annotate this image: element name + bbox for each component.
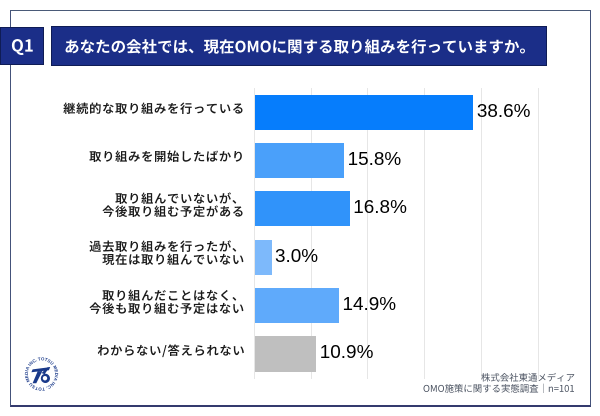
svg-text:TOTSU MEDIA INC. TOTSU MEDIA I: TOTSU MEDIA INC. TOTSU MEDIA INC. bbox=[24, 356, 59, 391]
